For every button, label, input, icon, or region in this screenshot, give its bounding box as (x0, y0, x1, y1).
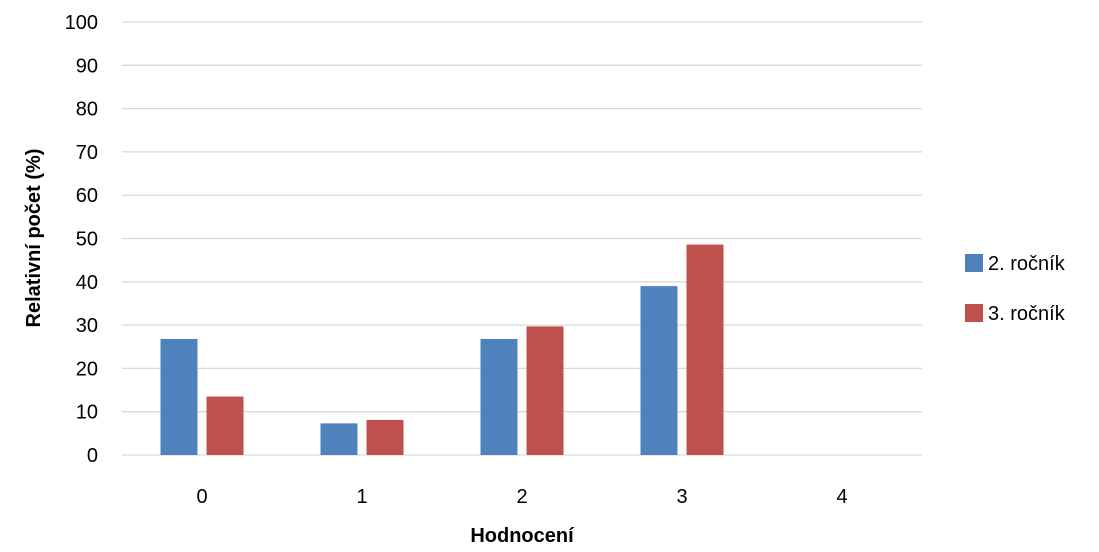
y-tick-label: 70 (76, 142, 98, 164)
bar-series2-cat-2 (526, 326, 564, 455)
bars (160, 244, 724, 455)
bar-series1-cat-0 (160, 338, 198, 455)
legend: 2. ročník 3. ročník (965, 253, 1066, 325)
x-tick-label: 3 (676, 486, 687, 508)
legend-swatch (965, 304, 983, 322)
legend-swatch (965, 254, 983, 272)
x-tick-label: 0 (196, 486, 207, 508)
legend-label: 2. ročník (988, 253, 1066, 275)
x-tick-label: 1 (356, 486, 367, 508)
y-tick-label: 90 (76, 55, 98, 77)
y-tick-label: 60 (76, 185, 98, 207)
y-tick-label: 10 (76, 402, 98, 424)
y-tick-label: 50 (76, 229, 98, 251)
legend-label: 3. ročník (988, 303, 1066, 325)
x-tick-label: 2 (516, 486, 527, 508)
bar-series1-cat-2 (480, 338, 518, 455)
x-axis-ticks: 0 1 2 3 4 (196, 486, 847, 508)
y-tick-label: 30 (76, 315, 98, 337)
x-axis-title: Hodnocení (470, 525, 575, 547)
y-tick-label: 100 (65, 12, 98, 34)
x-tick-label: 4 (836, 486, 847, 508)
y-axis-title: Relativní počet (%) (23, 149, 45, 328)
bar-series1-cat-3 (640, 286, 678, 455)
bar-series2-cat-3 (686, 244, 724, 455)
bar-series2-cat-1 (366, 419, 404, 455)
y-tick-label: 20 (76, 358, 98, 380)
bar-series2-cat-0 (206, 396, 244, 455)
y-axis-ticks: 0 10 20 30 40 50 60 70 80 90 100 (65, 12, 98, 467)
y-tick-label: 0 (87, 445, 98, 467)
gridlines (122, 21, 922, 456)
bar-series1-cat-1 (320, 423, 358, 455)
y-tick-label: 80 (76, 99, 98, 121)
y-tick-label: 40 (76, 272, 98, 294)
